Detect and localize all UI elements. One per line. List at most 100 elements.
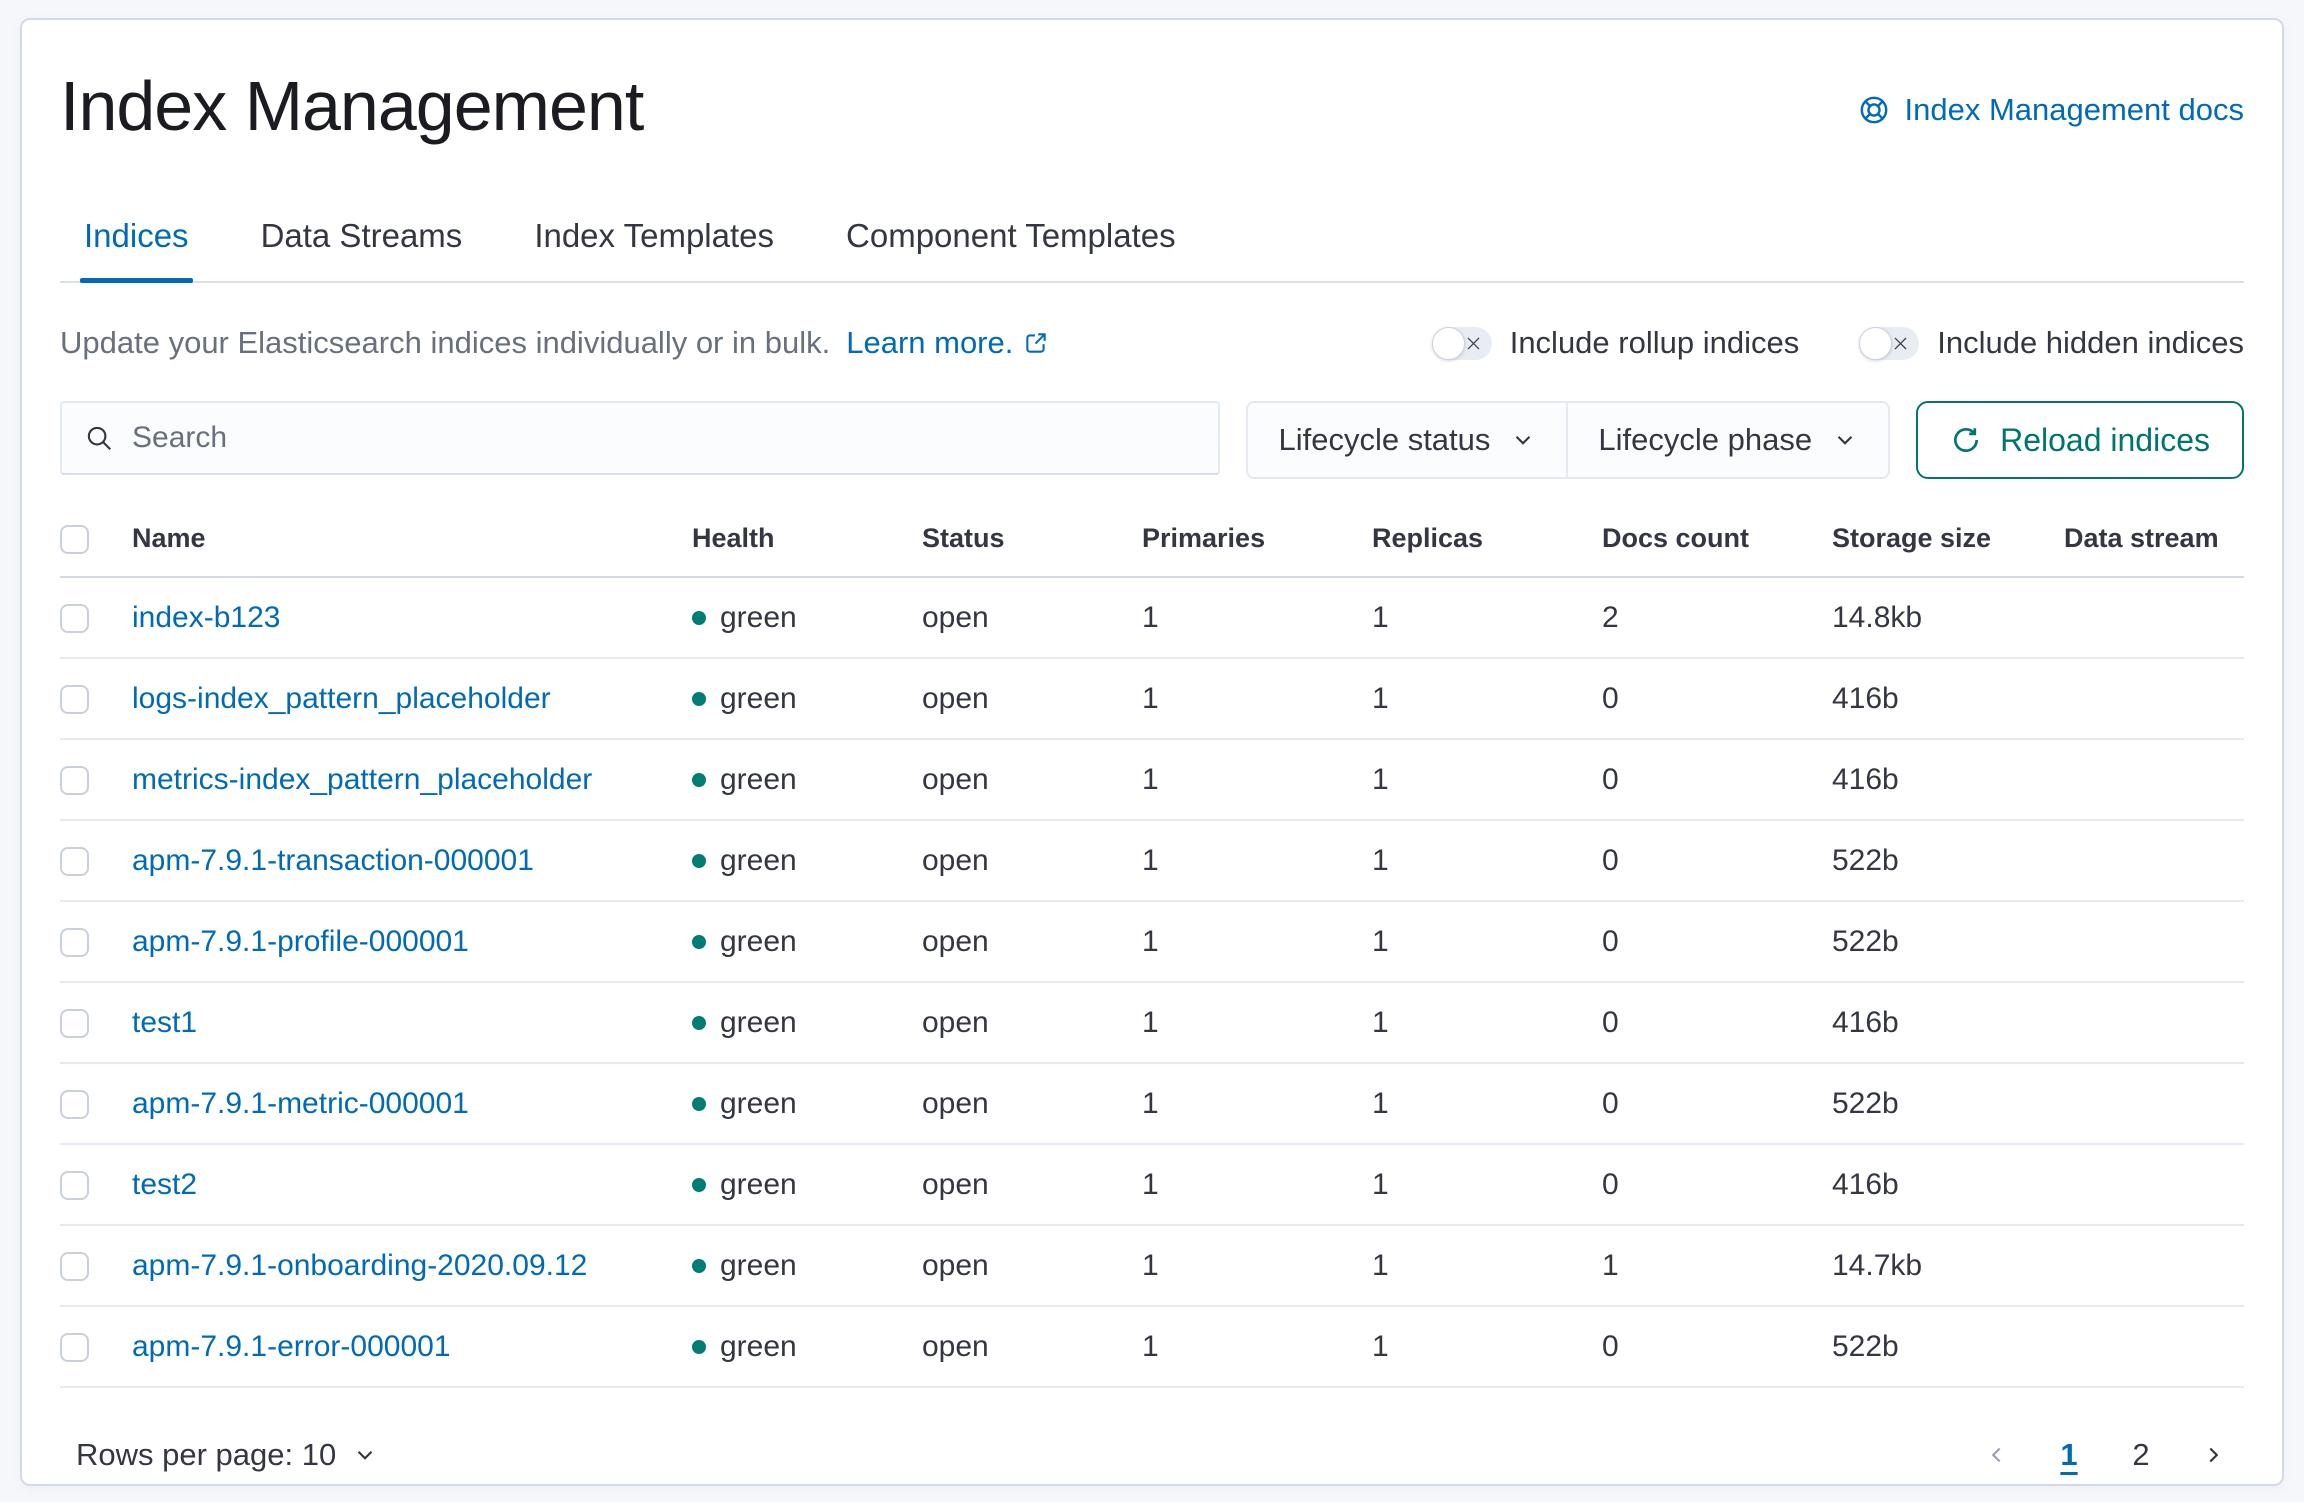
learn-more-label: Learn more. xyxy=(846,325,1013,361)
storage-size-value: 416b xyxy=(1832,1144,2064,1225)
primaries-value: 1 xyxy=(1142,1144,1372,1225)
row-checkbox[interactable] xyxy=(60,928,89,957)
filter-group: Lifecycle status Lifecycle phase xyxy=(1246,401,1890,479)
page-1-button[interactable]: 1 xyxy=(2042,1428,2096,1482)
row-checkbox[interactable] xyxy=(60,1009,89,1038)
pagination: 1 2 xyxy=(1970,1428,2244,1482)
index-name-link[interactable]: test2 xyxy=(132,1168,197,1201)
table-row: index-b123 green open 1 1 2 14.8kb xyxy=(60,577,2244,658)
status-value: open xyxy=(922,658,1142,739)
select-all-checkbox[interactable] xyxy=(60,525,89,554)
replicas-value: 1 xyxy=(1372,1225,1602,1306)
controls-row: Lifecycle status Lifecycle phase Reload … xyxy=(60,401,2244,479)
row-checkbox[interactable] xyxy=(60,685,89,714)
lifecycle-status-filter[interactable]: Lifecycle status xyxy=(1248,403,1566,477)
tab-index-templates[interactable]: Index Templates xyxy=(530,203,778,281)
status-value: open xyxy=(922,982,1142,1063)
refresh-icon xyxy=(1950,424,1982,456)
row-checkbox[interactable] xyxy=(60,1171,89,1200)
health-dot-icon xyxy=(692,1178,706,1192)
search-input[interactable] xyxy=(132,421,1196,455)
storage-size-value: 416b xyxy=(1832,739,2064,820)
replicas-value: 1 xyxy=(1372,820,1602,901)
health-dot-icon xyxy=(692,935,706,949)
description-text: Update your Elasticsearch indices indivi… xyxy=(60,325,1049,361)
lifebuoy-icon xyxy=(1857,93,1891,127)
previous-page-button[interactable] xyxy=(1970,1428,2024,1482)
storage-size-value: 522b xyxy=(1832,901,2064,982)
page-header: Index Management Index Management docs xyxy=(60,20,2244,145)
primaries-value: 1 xyxy=(1142,1063,1372,1144)
lifecycle-phase-filter[interactable]: Lifecycle phase xyxy=(1566,403,1888,477)
column-header-storage-size: Storage size xyxy=(1832,513,2064,577)
table-row: test1 green open 1 1 0 416b xyxy=(60,982,2244,1063)
data-stream-value xyxy=(2064,739,2244,820)
docs-count-value: 2 xyxy=(1602,577,1832,658)
row-checkbox[interactable] xyxy=(60,1090,89,1119)
column-header-data-stream: Data stream xyxy=(2064,513,2244,577)
index-name-link[interactable]: logs-index_pattern_placeholder xyxy=(132,682,551,715)
tab-indices[interactable]: Indices xyxy=(80,203,193,281)
row-checkbox[interactable] xyxy=(60,847,89,876)
next-page-button[interactable] xyxy=(2186,1428,2240,1482)
column-header-replicas: Replicas xyxy=(1372,513,1602,577)
replicas-value: 1 xyxy=(1372,1144,1602,1225)
index-name-link[interactable]: apm-7.9.1-profile-000001 xyxy=(132,925,469,958)
rows-per-page-button[interactable]: Rows per page: 10 xyxy=(60,1437,378,1473)
row-checkbox[interactable] xyxy=(60,1252,89,1281)
include-hidden-toggle[interactable] xyxy=(1859,327,1919,360)
tab-bar: Indices Data Streams Index Templates Com… xyxy=(60,203,2244,283)
description-label: Update your Elasticsearch indices indivi… xyxy=(60,325,830,361)
learn-more-link[interactable]: Learn more. xyxy=(846,325,1049,361)
index-name-link[interactable]: index-b123 xyxy=(132,601,280,634)
description-row: Update your Elasticsearch indices indivi… xyxy=(60,325,2244,361)
docs-count-value: 0 xyxy=(1602,901,1832,982)
toggle-knob xyxy=(1432,327,1465,360)
replicas-value: 1 xyxy=(1372,901,1602,982)
page-2-button[interactable]: 2 xyxy=(2114,1428,2168,1482)
health-value: green xyxy=(720,1249,797,1283)
rollup-toggle-group: Include rollup indices xyxy=(1432,325,1800,361)
chevron-left-icon xyxy=(1984,1442,2010,1468)
column-header-health: Health xyxy=(692,513,922,577)
docs-link-label: Index Management docs xyxy=(1905,92,2245,128)
data-stream-value xyxy=(2064,1144,2244,1225)
row-checkbox[interactable] xyxy=(60,604,89,633)
health-value: green xyxy=(720,1168,797,1202)
docs-count-value: 0 xyxy=(1602,658,1832,739)
index-name-link[interactable]: metrics-index_pattern_placeholder xyxy=(132,763,592,796)
chevron-down-icon xyxy=(1510,427,1536,453)
docs-count-value: 0 xyxy=(1602,1063,1832,1144)
reload-indices-button[interactable]: Reload indices xyxy=(1916,401,2244,479)
storage-size-value: 522b xyxy=(1832,1063,2064,1144)
health-value: green xyxy=(720,1087,797,1121)
storage-size-value: 416b xyxy=(1832,982,2064,1063)
index-name-link[interactable]: test1 xyxy=(132,1006,197,1039)
index-name-link[interactable]: apm-7.9.1-onboarding-2020.09.12 xyxy=(132,1249,587,1282)
health-dot-icon xyxy=(692,611,706,625)
include-rollup-toggle[interactable] xyxy=(1432,327,1492,360)
tab-component-templates[interactable]: Component Templates xyxy=(842,203,1180,281)
storage-size-value: 522b xyxy=(1832,1306,2064,1387)
chevron-down-icon xyxy=(352,1442,378,1468)
row-checkbox[interactable] xyxy=(60,766,89,795)
row-checkbox[interactable] xyxy=(60,1333,89,1362)
page-title: Index Management xyxy=(60,68,643,145)
health-dot-icon xyxy=(692,1340,706,1354)
data-stream-value xyxy=(2064,901,2244,982)
index-name-link[interactable]: apm-7.9.1-error-000001 xyxy=(132,1330,451,1363)
health-value: green xyxy=(720,925,797,959)
tab-data-streams[interactable]: Data Streams xyxy=(257,203,467,281)
index-name-link[interactable]: apm-7.9.1-metric-000001 xyxy=(132,1087,469,1120)
table-row: apm-7.9.1-error-000001 green open 1 1 0 … xyxy=(60,1306,2244,1387)
primaries-value: 1 xyxy=(1142,739,1372,820)
table-row: apm-7.9.1-onboarding-2020.09.12 green op… xyxy=(60,1225,2244,1306)
toggle-group-container: Include rollup indices Include hidden in… xyxy=(1432,325,2244,361)
docs-link[interactable]: Index Management docs xyxy=(1857,92,2245,128)
column-header-primaries: Primaries xyxy=(1142,513,1372,577)
docs-count-value: 0 xyxy=(1602,982,1832,1063)
health-value: green xyxy=(720,601,797,635)
replicas-value: 1 xyxy=(1372,1063,1602,1144)
health-value: green xyxy=(720,1006,797,1040)
index-name-link[interactable]: apm-7.9.1-transaction-000001 xyxy=(132,844,534,877)
